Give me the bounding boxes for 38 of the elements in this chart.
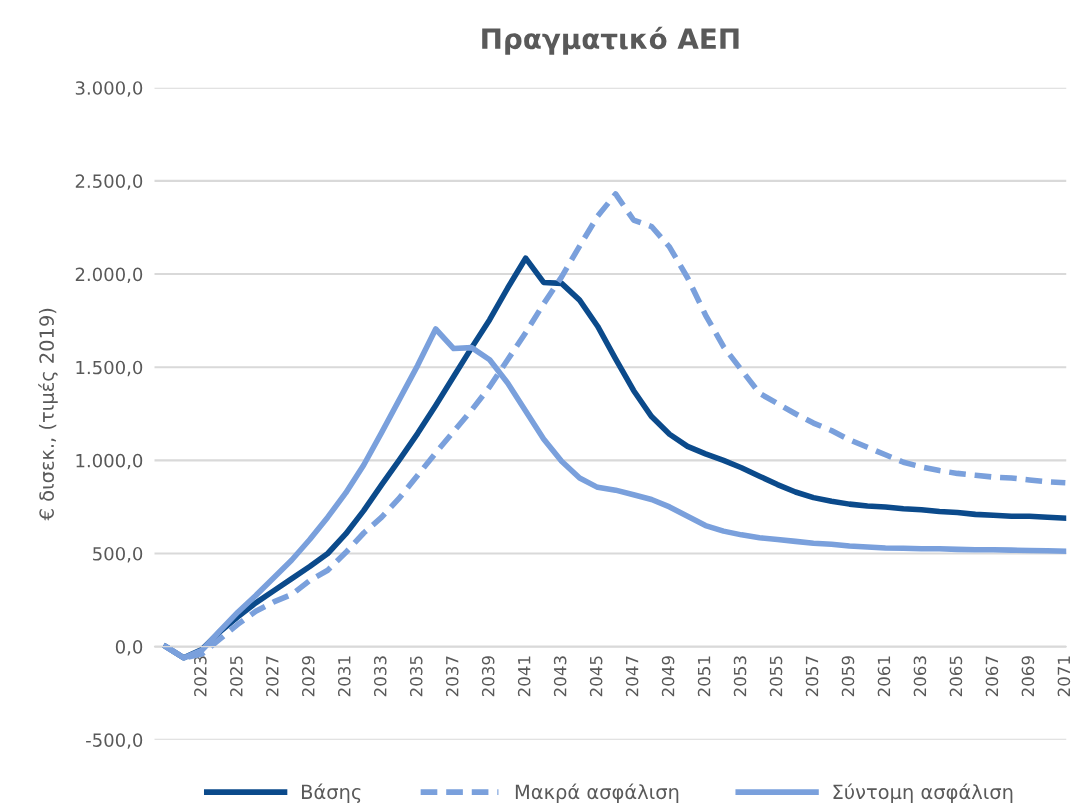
x-tick-label: 2063 xyxy=(913,656,927,697)
y-axis-title: € δισεκ., (τιμές 2019) xyxy=(38,308,58,521)
legend-label: Σύντομη ασφάλιση xyxy=(833,783,1013,803)
x-tick-label: 2065 xyxy=(949,656,963,697)
x-tick-label: 2053 xyxy=(733,656,747,697)
x-tick-label: 2025 xyxy=(230,656,243,697)
x-tick-label: 2041 xyxy=(517,656,531,697)
x-tick-label: 2035 xyxy=(409,656,423,697)
x-tick-label: 2055 xyxy=(769,656,783,697)
y-tick-label: 1.000,0 xyxy=(76,453,143,470)
chart-title: Πραγματικό ΑΕΠ xyxy=(482,26,739,55)
x-tick-label: 2031 xyxy=(337,656,351,697)
x-tick-label: 2023 xyxy=(194,656,207,697)
x-tick-label: 2029 xyxy=(301,656,315,697)
y-tick-label: 2.500,0 xyxy=(75,174,143,190)
x-tick-label: 2033 xyxy=(373,656,387,697)
legend-label: Μακρά ασφάλιση xyxy=(515,783,679,803)
x-tick-label: 2027 xyxy=(266,656,279,697)
y-tick-label: 2.000,0 xyxy=(75,267,143,283)
x-tick-label: 2049 xyxy=(661,656,675,697)
y-tick-label: 500,0 xyxy=(93,546,143,563)
x-tick-label: 2047 xyxy=(625,656,639,697)
y-tick-label: 0,0 xyxy=(115,640,143,656)
x-tick-label: 2069 xyxy=(1021,656,1035,697)
x-tick-label: 2037 xyxy=(445,656,459,697)
x-tick-label: 2057 xyxy=(805,656,819,697)
y-tick-label: -500,0 xyxy=(86,733,143,749)
y-tick-label: 3.000,0 xyxy=(75,81,143,97)
x-tick-label: 2043 xyxy=(553,656,567,697)
x-tick-label: 2059 xyxy=(841,656,855,697)
x-tick-label: 2067 xyxy=(985,656,999,697)
x-tick-label: 2045 xyxy=(589,656,603,697)
x-tick-label: 2071 xyxy=(1057,656,1071,697)
x-tick-label: 2039 xyxy=(481,656,495,697)
x-tick-label: 2061 xyxy=(877,656,891,697)
x-tick-label: 2051 xyxy=(697,656,711,697)
legend-label: Βάσης xyxy=(302,783,361,804)
y-tick-label: 1.500,0 xyxy=(76,360,143,377)
